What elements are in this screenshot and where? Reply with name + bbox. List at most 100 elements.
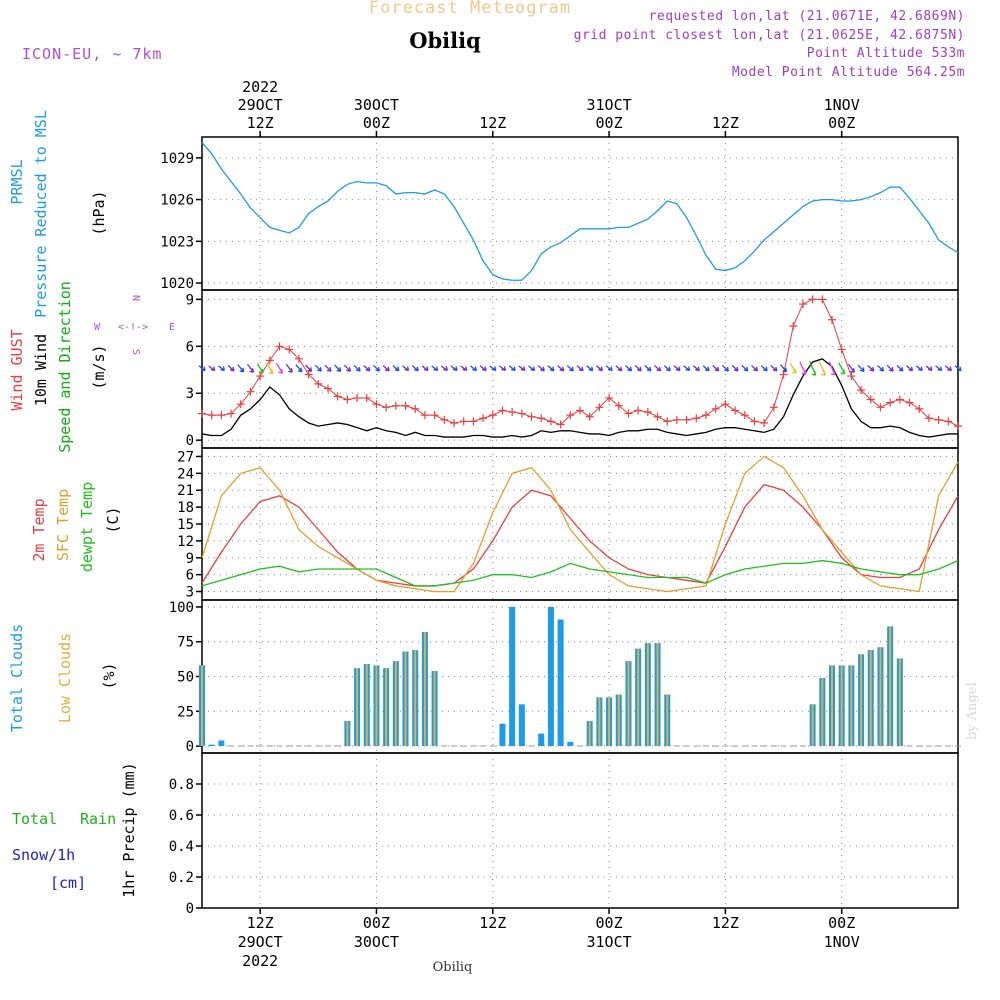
wind-gust-marker [217,411,226,420]
wind-gust-marker [895,395,904,404]
wind-gust-marker [828,315,836,324]
wind-gust-marker [857,386,866,395]
wind-direction-arrow [557,365,565,372]
low-cloud-bar [821,677,824,747]
total-cloud-bar [557,619,564,747]
temp-unit-label: (C) [104,506,122,533]
wind-gust-marker [934,415,943,424]
low-cloud-bar [588,721,591,747]
low-cloud-bar [646,643,649,747]
wind-gust-marker [304,370,313,379]
wind-gust-marker [527,412,536,421]
wind-direction-arrow [246,363,255,373]
compass-arrows: <-!-> [118,322,148,333]
y-tick-label: 75 [177,635,194,651]
y-tick-label: 21 [177,483,194,499]
wind-direction-arrow [770,365,778,372]
wind-direction-arrow [799,361,807,375]
low-cloud-bar [423,631,426,747]
wind-gust-marker [750,417,759,426]
wind-direction-arrow [692,365,700,372]
wind-direction-arrow [877,364,885,372]
wind-direction-arrow [712,365,720,372]
x-tick-time-bottom: 12Z [712,914,739,932]
y-tick-label: 9 [186,551,194,567]
wind-gust-marker [779,370,788,379]
wind-direction-arrow [828,361,836,376]
wind-direction-arrow [644,365,652,372]
low-cloud-bar [375,665,378,747]
wind-gust-marker [605,393,614,402]
low-cloud-bar [898,658,901,747]
x-tick-date-top: 1NOV [824,96,860,114]
wind-gust-marker [459,417,468,426]
low-cloud-bar [394,661,397,747]
wind-gust-marker [314,379,323,388]
x-tick-time-top: 12Z [247,114,274,132]
wind-direction-arrow [528,365,536,372]
wind-gust-marker [808,295,817,304]
model-point-altitude: Model Point Altitude 564.25m [731,65,965,80]
wind-gust-marker [411,404,420,413]
station-name: Obiliq [409,28,481,53]
wind-direction-arrow [266,362,274,375]
y-tick-label: 1020 [160,276,194,292]
pressure-label-prmsl: PRMSL [8,159,26,204]
wind-direction-arrow [469,365,478,372]
wind-gust-marker [740,411,749,420]
wind-gust-marker [595,403,604,412]
wind-gust-marker [343,395,352,404]
gridpoint-coordinates: grid point closest lon,lat (21.0625E, 42… [573,28,965,43]
wind-gust-marker [566,411,575,420]
low-cloud-bar [346,721,349,747]
panel-frame [201,752,959,909]
wind-direction-arrow [663,365,671,372]
wind-gust-marker [634,406,643,415]
wind-gust-marker [576,406,584,415]
wind-gust-marker [721,400,730,409]
low-cloud-bar [840,665,843,747]
wind-direction-arrow [867,364,875,372]
wind-gust-marker [866,395,875,404]
x-tick-time-top: 12Z [479,114,506,132]
pressure-line [201,142,959,281]
wind-direction-arrow [440,365,448,372]
wind-direction-arrow [450,365,458,372]
wind-direction-arrow [566,365,574,372]
low-cloud-bar [860,654,863,747]
wind-gust-marker [556,420,565,429]
wind-direction-arrow [838,362,846,375]
wind-direction-arrow [373,364,381,372]
y-tick-label: 27 [177,449,194,465]
wind-direction-arrow [673,365,681,372]
wind-direction-arrow [625,365,633,372]
low-cloud-bar [414,650,417,747]
wind-gust-marker [837,345,846,354]
wind-gust-marker [944,417,953,426]
compass-north: N [130,295,141,301]
y-tick-label: 3 [186,386,194,402]
wind-gust-marker [537,414,546,423]
low-cloud-bar [879,647,882,747]
wind-gust-marker [663,417,672,426]
y-tick-label: 1023 [160,234,194,250]
wind-speed-label: 10m Wind [32,334,50,406]
y-tick-label: 9 [186,292,194,308]
wind-gust-marker [498,406,507,415]
wind-direction-arrow [275,362,284,374]
low-cloud-bar [404,651,407,747]
temp-2m-label: 2m Temp [30,498,48,561]
wind-gust-marker [798,300,807,309]
y-tick-label: 15 [177,517,194,533]
wind-direction-arrow [857,364,865,373]
wind-gust-marker [450,418,458,427]
wind-direction-arrow [411,365,419,372]
wind-direction-arrow [586,365,594,372]
x-tick-date-top: 29OCT [238,96,283,114]
wind-direction-arrow [789,362,797,374]
wind-gust-marker [420,411,429,420]
wind-gust-marker [391,401,400,410]
y-tick-label: 24 [177,466,194,482]
wind-direction-label: Speed and Direction [56,281,74,453]
